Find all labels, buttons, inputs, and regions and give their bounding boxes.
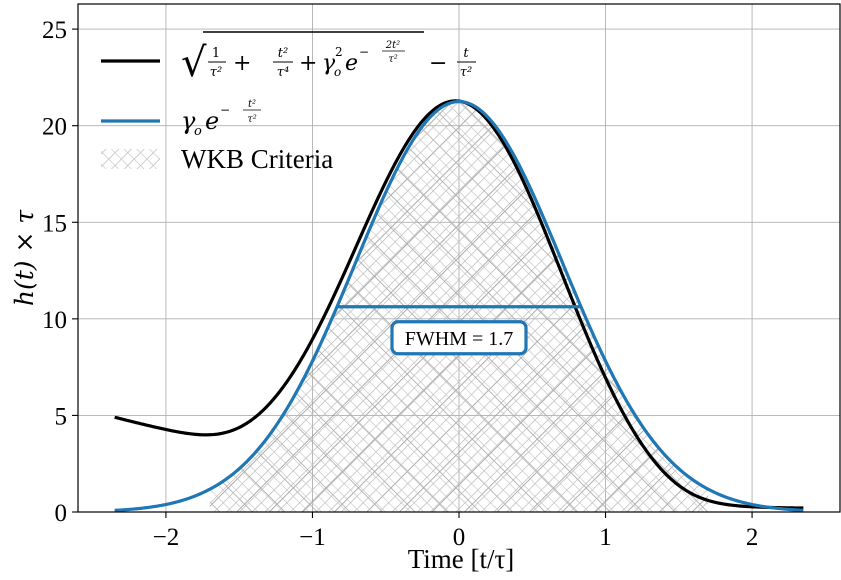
svg-text:γ: γ xyxy=(322,51,336,76)
svg-text:o: o xyxy=(334,65,341,79)
y-tick-label: 20 xyxy=(42,114,67,141)
y-tick-label: 0 xyxy=(55,500,68,527)
legend-label-sqrt-expression: √ 1 τ² + t² τ⁴ + γ o 2 e − 2t² τ² − t τ² xyxy=(181,31,476,86)
series-lines xyxy=(114,99,804,512)
y-tick-label: 5 xyxy=(55,403,68,430)
y-tick-label: 10 xyxy=(42,307,67,334)
svg-text:e: e xyxy=(345,51,358,76)
svg-text:1: 1 xyxy=(212,46,220,61)
legend-label-gaussian: γ o e − t² τ² xyxy=(181,99,261,139)
svg-text:t²: t² xyxy=(278,46,288,61)
x-tick-label: −2 xyxy=(153,524,180,551)
x-tick-label: 2 xyxy=(746,524,759,551)
svg-text:√: √ xyxy=(181,40,207,86)
svg-text:t²: t² xyxy=(248,99,256,110)
x-tick-label: 1 xyxy=(599,524,612,551)
svg-text:2: 2 xyxy=(335,45,343,59)
y-tick-label: 15 xyxy=(42,210,67,237)
fwhm-label-box xyxy=(390,320,528,356)
x-axis-title: Time [t/τ] xyxy=(408,544,515,574)
svg-text:o: o xyxy=(194,124,202,139)
x-tick-label: 0 xyxy=(453,524,466,551)
fwhm-label: FWHM = 1.7 xyxy=(405,328,514,350)
svg-text:t: t xyxy=(463,46,469,61)
svg-text:e: e xyxy=(205,107,219,135)
y-tick-label: 25 xyxy=(42,17,67,44)
legend-label-wkb: WKB Criteria xyxy=(181,144,333,174)
gaussian-curve xyxy=(114,99,804,512)
svg-text:−: − xyxy=(429,51,447,76)
svg-text:τ²: τ² xyxy=(247,114,257,125)
svg-text:τ²: τ² xyxy=(388,54,398,65)
legend: √ 1 τ² + t² τ⁴ + γ o 2 e − 2t² τ² − t τ²… xyxy=(101,31,476,174)
svg-text:τ²: τ² xyxy=(460,65,472,80)
svg-text:τ⁴: τ⁴ xyxy=(277,65,289,80)
svg-text:−: − xyxy=(359,45,369,59)
svg-text:γ: γ xyxy=(181,107,196,135)
svg-text:+: + xyxy=(233,51,251,76)
svg-text:τ²: τ² xyxy=(210,65,222,80)
svg-text:2t²: 2t² xyxy=(385,40,400,51)
x-tick-label: −1 xyxy=(299,524,326,551)
svg-text:−: − xyxy=(220,103,230,117)
fwhm-annotation: FWHM = 1.7 xyxy=(336,305,582,356)
svg-text:+: + xyxy=(299,51,317,76)
y-axis-title: h(t) × τ xyxy=(10,209,39,306)
